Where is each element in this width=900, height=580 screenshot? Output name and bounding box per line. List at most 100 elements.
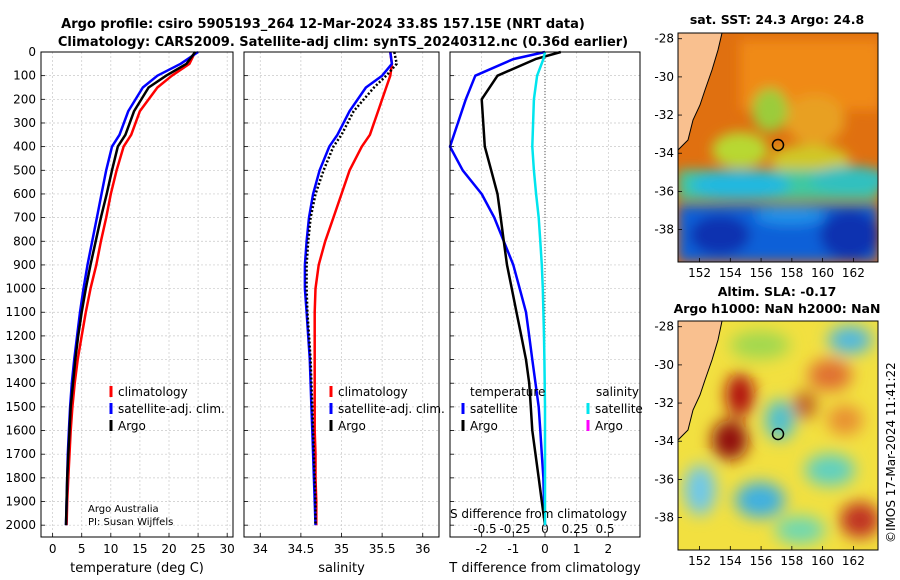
legend-salinity-title: salinity — [596, 385, 639, 399]
figure-title-line1: Argo profile: csiro 5905193_264 12-Mar-2… — [61, 17, 585, 32]
sst-map-title: sat. SST: 24.3 Argo: 24.8 — [690, 12, 864, 27]
depth-tick-label: 400 — [13, 140, 36, 154]
depth-tick-label: 600 — [13, 187, 36, 201]
legend-t-argo-label: Argo — [470, 419, 498, 433]
sst-map-frame — [677, 32, 879, 263]
x-tick-label: 34 — [253, 542, 268, 556]
lat-tick-label: -30 — [654, 358, 674, 372]
lat-tick-label: -34 — [654, 434, 674, 448]
credit-org: Argo Australia — [88, 504, 159, 515]
lon-tick-label: 154 — [719, 266, 742, 280]
legend-s-argo-label: Argo — [595, 419, 623, 433]
sla-map — [678, 321, 878, 550]
x-axis-label: T difference from climatology — [448, 561, 641, 576]
x-tick-label: -2 — [476, 542, 488, 556]
depth-tick-label: 200 — [13, 92, 36, 106]
depth-tick-label: 700 — [13, 211, 36, 225]
lon-tick-label: 160 — [811, 266, 834, 280]
x-tick-label: 5 — [78, 542, 86, 556]
legend-t-satellite-label: satellite — [470, 402, 518, 416]
depth-tick-label: 0 — [28, 45, 36, 59]
series-line-argo — [64, 51, 197, 526]
x-tick-label: 0 — [541, 542, 549, 556]
depth-tick-label: 800 — [13, 234, 36, 248]
depth-axis: 0 100 200 300 400 500 600 700 800 900 1000 1100 1200… — [5, 45, 36, 532]
depth-tick-label: 100 — [13, 69, 36, 83]
legend-satellite-label: satellite-adj. clim. — [118, 402, 225, 416]
depth-tick-label: 1800 — [5, 471, 36, 485]
x-tick-label: -1 — [507, 542, 519, 556]
argo-float-marker — [771, 138, 785, 152]
x-tick-label: 34.5 — [288, 542, 315, 556]
lon-tick-label: 156 — [750, 554, 773, 568]
plot-frame — [40, 51, 234, 538]
figure-title-line2: Climatology: CARS2009. Satellite-adj cli… — [58, 35, 628, 50]
x-tick-label: 25 — [190, 542, 205, 556]
depth-tick-label: 300 — [13, 116, 36, 130]
x-tick-label: 36 — [415, 542, 430, 556]
lon-tick-label: 158 — [780, 266, 803, 280]
lat-tick-label: -28 — [654, 32, 674, 46]
depth-tick-label: 1400 — [5, 376, 36, 390]
x-tick-label: 20 — [161, 542, 176, 556]
legend-argo-label: Argo — [338, 419, 366, 433]
copyright-stamp: ©IMOS 17-Mar-2024 11:41:22 — [884, 362, 898, 543]
plot-background — [41, 52, 233, 537]
lon-tick-label: 160 — [811, 554, 834, 568]
depth-tick-label: 1300 — [5, 353, 36, 367]
series-line-t-argo — [480, 50, 562, 526]
depth-tick-label: 1900 — [5, 495, 36, 509]
depth-tick-label: 1700 — [5, 447, 36, 461]
plot-frame — [449, 51, 641, 538]
legend-temperature-title: temperature — [470, 385, 545, 399]
depth-tick-label: 1000 — [5, 282, 36, 296]
series-line-climatology — [313, 51, 394, 526]
legend-climatology-label: climatology — [338, 385, 408, 399]
legend-s-satellite-label: satellite — [595, 402, 643, 416]
sst-map-axes: -28 -30 -32 -34 -36 -38 152 154 156 158 160 162 — [654, 32, 864, 280]
series-line-t-satellite — [448, 50, 547, 526]
lon-tick-label: 162 — [842, 554, 865, 568]
sla-map-title-line2: Argo h1000: NaN h2000: NaN — [674, 301, 881, 316]
plot-frame — [243, 51, 440, 538]
lat-tick-label: -32 — [654, 396, 674, 410]
sla-map-axes: -28 -30 -32 -34 -36 -38 152 154 156 158 160 162 — [654, 320, 864, 568]
sla-map-frame — [677, 320, 879, 551]
x2-tick-label: 0.25 — [562, 522, 589, 536]
lat-tick-label: -34 — [654, 146, 674, 160]
legend-argo-label: Argo — [118, 419, 146, 433]
lon-tick-label: 154 — [719, 554, 742, 568]
x-tick-label: 1 — [573, 542, 581, 556]
lon-tick-label: 158 — [780, 554, 803, 568]
difference-legend: temperature satellite Argo salinity sate… — [461, 385, 643, 433]
series-line-argo — [305, 51, 398, 526]
legend-climatology-label: climatology — [118, 385, 188, 399]
x-axis-label: salinity — [318, 561, 365, 576]
x-tick-label: 15 — [132, 542, 147, 556]
lon-tick-label: 152 — [688, 554, 711, 568]
series-line-s-satellite — [531, 51, 547, 526]
x-tick-label: 0 — [49, 542, 57, 556]
salinity-legend: climatology satellite-adj. clim. Argo — [329, 385, 445, 433]
argo-float-marker — [771, 427, 785, 441]
lat-tick-label: -32 — [654, 108, 674, 122]
x-tick-label: 30 — [220, 542, 235, 556]
s-diff-axis-label: S difference from climatology — [450, 507, 627, 521]
lon-tick-label: 162 — [842, 266, 865, 280]
lat-tick-label: -38 — [654, 223, 674, 237]
sst-map — [678, 33, 878, 262]
x-tick-label: 35 — [334, 542, 349, 556]
lat-tick-label: -36 — [654, 184, 674, 198]
depth-tick-label: 1100 — [5, 305, 36, 319]
sla-map-title-line1: Altim. SLA: -0.17 — [718, 284, 837, 299]
depth-tick-label: 1600 — [5, 424, 36, 438]
temperature-panel: 0 5 10 15 20 25 30 temperature (deg C) — [40, 50, 235, 576]
credit-pi: PI: Susan Wijffels — [88, 517, 173, 528]
x-tick-label: 2 — [605, 542, 613, 556]
salinity-panel: 34 34.5 35 35.5 36 salinity — [243, 51, 440, 576]
depth-tick-label: 1200 — [5, 329, 36, 343]
depth-tick-label: 2000 — [5, 518, 36, 532]
temperature-legend: climatology satellite-adj. clim. Argo — [109, 385, 225, 433]
